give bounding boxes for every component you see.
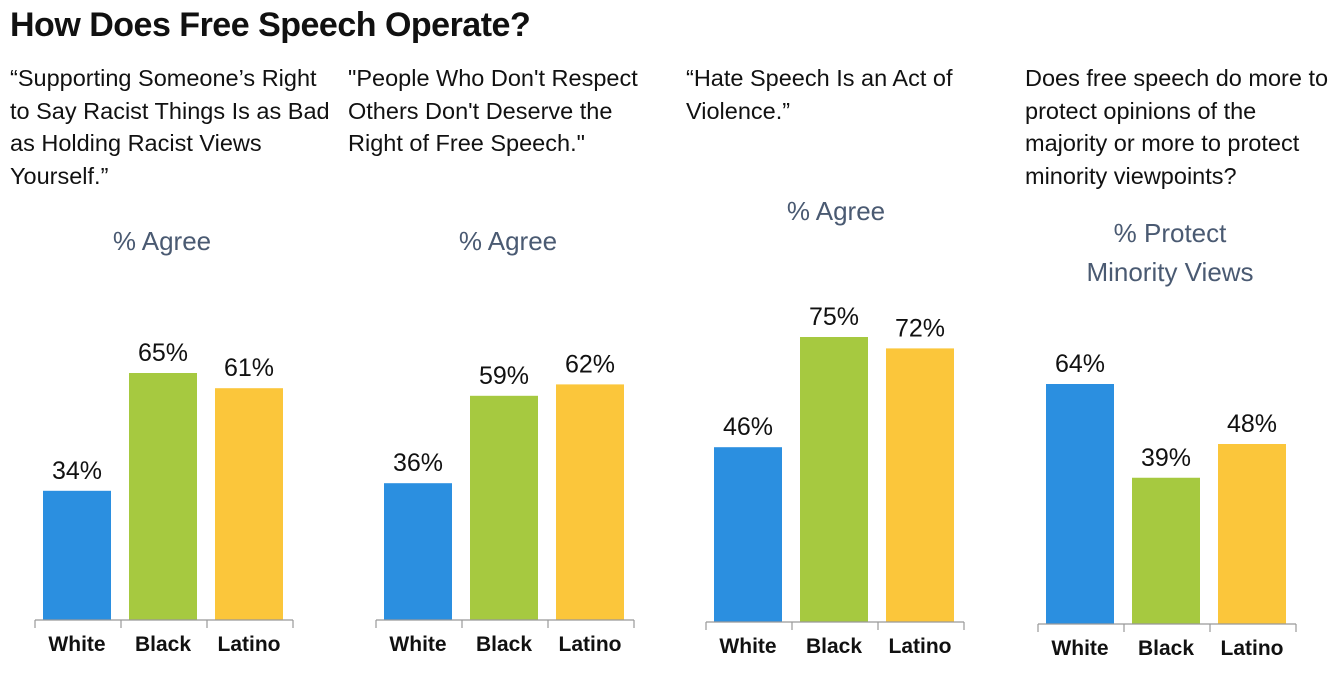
value-label-latino: 61% — [224, 354, 274, 382]
chart-panel-racist-views: “Supporting Someone’s Right to Say Racis… — [10, 62, 330, 684]
question-text: "People Who Don't Respect Others Don't D… — [348, 65, 638, 156]
chart-subtitle: % Agree — [787, 196, 885, 226]
bar-latino — [886, 348, 954, 622]
value-label-white: 46% — [723, 413, 773, 441]
question-text: “Hate Speech Is an Act of Violence.” — [686, 65, 953, 124]
chart-subtitle: Minority Views — [1086, 257, 1253, 287]
value-label-latino: 62% — [565, 350, 615, 378]
category-label-latino: Latino — [1221, 637, 1284, 660]
bar-chart: % Agree 46% White 75% Black 72% Latino — [705, 196, 965, 658]
category-label-latino: Latino — [218, 633, 281, 656]
bar-black — [1132, 477, 1200, 624]
bar-white — [1046, 384, 1114, 624]
chart-panel-minority-views: Does free speech do more to protect opin… — [1025, 62, 1335, 684]
bar-black — [470, 395, 538, 620]
value-label-latino: 48% — [1227, 410, 1277, 438]
bar-latino — [215, 388, 283, 620]
category-label-white: White — [48, 633, 105, 656]
category-label-black: Black — [476, 633, 532, 656]
chart-subtitle: % Protect — [1114, 218, 1227, 248]
category-label-black: Black — [806, 635, 862, 658]
category-label-white: White — [1051, 637, 1108, 660]
value-label-black: 65% — [138, 339, 188, 367]
value-label-black: 59% — [479, 362, 529, 390]
category-label-latino: Latino — [889, 635, 952, 658]
value-label-white: 64% — [1055, 350, 1105, 378]
bar-white — [714, 447, 782, 622]
value-label-latino: 72% — [895, 314, 945, 342]
chart-subtitle: % Agree — [113, 226, 211, 256]
bar-white — [43, 490, 111, 620]
chart-panel-respect-others: "People Who Don't Respect Others Don't D… — [348, 62, 668, 684]
bar-latino — [1218, 444, 1286, 624]
bar-chart: % Agree 34% White 65% Black 61% Latino — [34, 226, 294, 656]
value-label-black: 75% — [809, 303, 859, 331]
category-label-white: White — [719, 635, 776, 658]
category-label-latino: Latino — [559, 633, 622, 656]
bar-chart: % Agree 36% White 59% Black 62% Latino — [375, 226, 635, 656]
category-label-black: Black — [135, 633, 191, 656]
chart-title: How Does Free Speech Operate? — [10, 6, 531, 44]
bar-latino — [556, 384, 624, 620]
category-label-white: White — [389, 633, 446, 656]
bar-black — [129, 373, 197, 620]
chart-subtitle: % Agree — [459, 226, 557, 256]
bar-chart: % Protect Minority Views 64% White 39% Black 4… — [1037, 218, 1297, 660]
value-label-white: 36% — [393, 449, 443, 477]
value-label-black: 39% — [1141, 444, 1191, 472]
chart-panel-hate-speech: “Hate Speech Is an Act of Violence.” % A… — [686, 62, 996, 684]
value-label-white: 34% — [52, 457, 102, 485]
category-label-black: Black — [1138, 637, 1194, 660]
question-text: “Supporting Someone’s Right to Say Racis… — [10, 65, 330, 189]
bar-white — [384, 483, 452, 620]
bar-black — [800, 337, 868, 622]
question-text: Does free speech do more to protect opin… — [1025, 65, 1329, 189]
